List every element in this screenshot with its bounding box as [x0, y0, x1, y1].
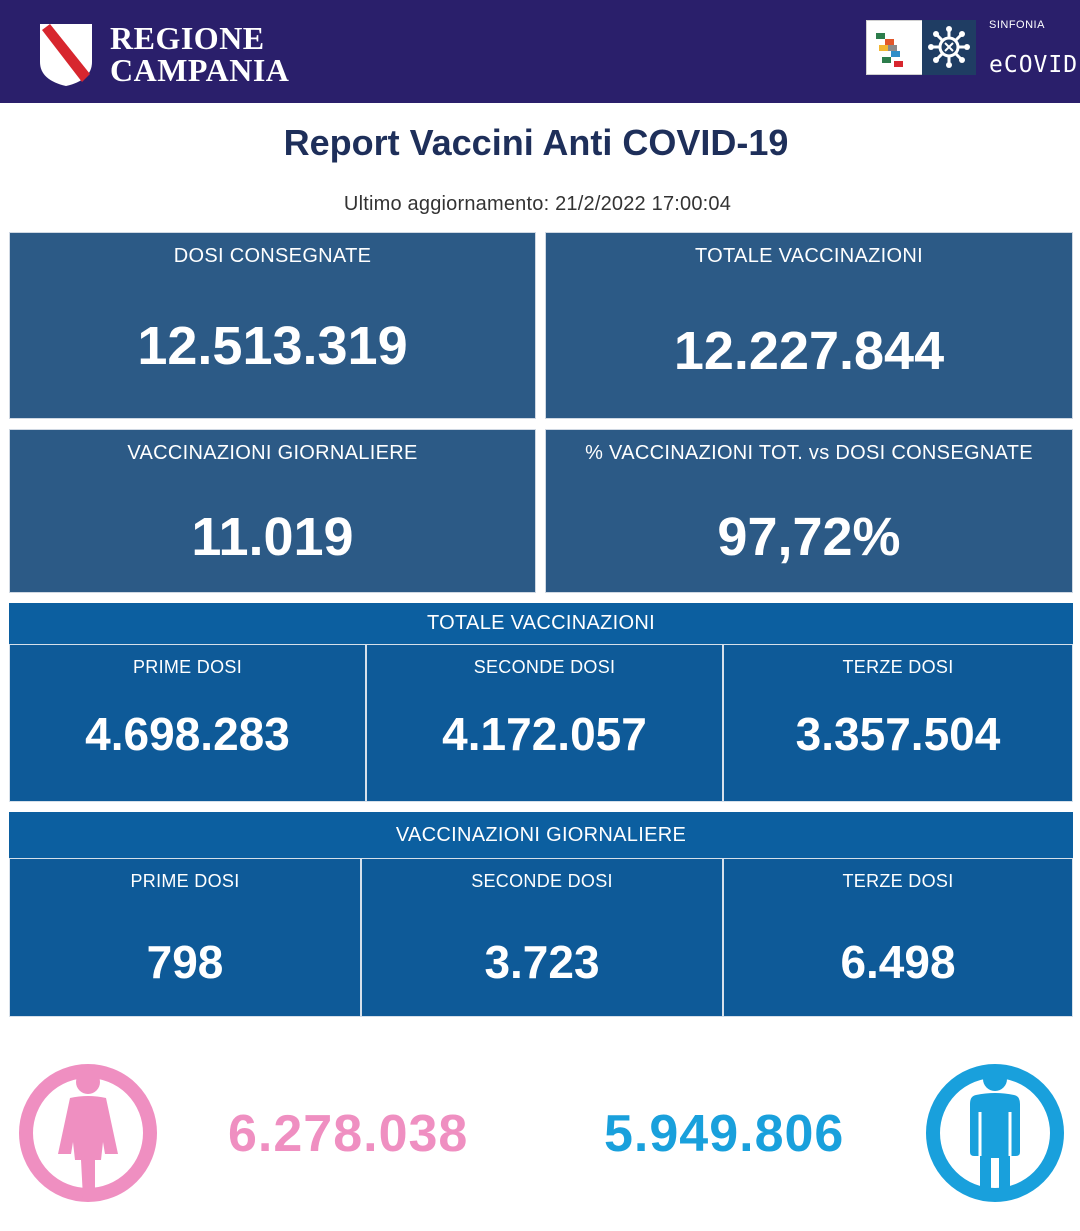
card-value: 12.513.319: [137, 316, 408, 376]
dose-label: SECONDE DOSI: [471, 871, 613, 891]
card-label: VACCINAZIONI GIORNALIERE: [127, 442, 418, 464]
daily-second-dose: SECONDE DOSI 3.723: [361, 858, 723, 1017]
dose-value: 4.172.057: [442, 708, 647, 760]
brand-name-text: eCOVID: [989, 52, 1079, 78]
card-daily-vaccinations: VACCINAZIONI GIORNALIERE 11.019: [9, 429, 536, 593]
daily-third-dose: TERZE DOSI 6.498: [723, 858, 1073, 1017]
virus-icon: [928, 26, 970, 68]
card-label: % VACCINAZIONI TOT. vs DOSI CONSEGNATE: [585, 442, 1033, 464]
dose-value: 798: [146, 936, 224, 988]
dose-value: 3.357.504: [795, 708, 1001, 760]
card-percentage: % VACCINAZIONI TOT. vs DOSI CONSEGNATE 9…: [545, 429, 1073, 593]
card-doses-delivered: DOSI CONSEGNATE 12.513.319: [9, 232, 536, 419]
card-label: TOTALE VACCINAZIONI: [695, 245, 923, 267]
card-value: 12.227.844: [673, 321, 945, 381]
totals-second-dose: SECONDE DOSI 4.172.057: [366, 644, 723, 802]
dose-label: SECONDE DOSI: [473, 657, 616, 677]
totals-third-dose: TERZE DOSI 3.357.504: [723, 644, 1073, 802]
card-value: 11.019: [191, 507, 354, 567]
header-bar: REGIONE CAMPANIA: [0, 0, 1080, 103]
dose-label: TERZE DOSI: [842, 657, 954, 677]
dose-value: 4.698.283: [85, 708, 290, 760]
brand-top-text: SINFONIA: [989, 19, 1045, 31]
region-logo-line2: CAMPANIA: [110, 52, 290, 88]
ecovid-dark-panel: [922, 20, 976, 75]
totals-first-dose: PRIME DOSI 4.698.283: [9, 644, 366, 802]
region-shield-icon: [40, 24, 92, 86]
dose-value: 6.498: [840, 936, 956, 988]
card-value: 97,72%: [717, 507, 901, 567]
male-count: 5.949.806: [604, 1105, 845, 1163]
dose-value: 3.723: [484, 936, 600, 988]
region-logo-line1: REGIONE: [110, 20, 265, 56]
section-header-daily: VACCINAZIONI GIORNALIERE: [9, 812, 1073, 858]
male-icon: [926, 1064, 1064, 1202]
dose-label: TERZE DOSI: [842, 871, 954, 891]
dose-label: PRIME DOSI: [132, 657, 242, 677]
female-icon: [19, 1064, 157, 1202]
card-total-vaccinations: TOTALE VACCINAZIONI 12.227.844: [545, 232, 1073, 419]
section-header-totals: TOTALE VACCINAZIONI: [9, 603, 1073, 644]
page-title: Report Vaccini Anti COVID-19: [283, 122, 789, 163]
dose-label: PRIME DOSI: [130, 871, 240, 891]
daily-first-dose: PRIME DOSI 798: [9, 858, 361, 1017]
female-count: 6.278.038: [228, 1105, 469, 1163]
last-update-text: Ultimo aggiornamento: 21/2/2022 17:00:04: [343, 193, 732, 215]
card-label: DOSI CONSEGNATE: [173, 245, 372, 267]
pixel-blocks-icon: [876, 33, 903, 67]
region-logo-text: REGIONE CAMPANIA: [110, 22, 289, 86]
